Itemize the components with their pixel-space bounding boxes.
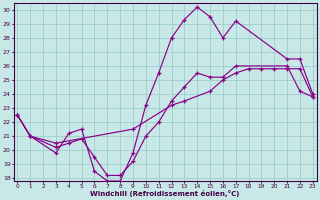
X-axis label: Windchill (Refroidissement éolien,°C): Windchill (Refroidissement éolien,°C) bbox=[91, 190, 240, 197]
